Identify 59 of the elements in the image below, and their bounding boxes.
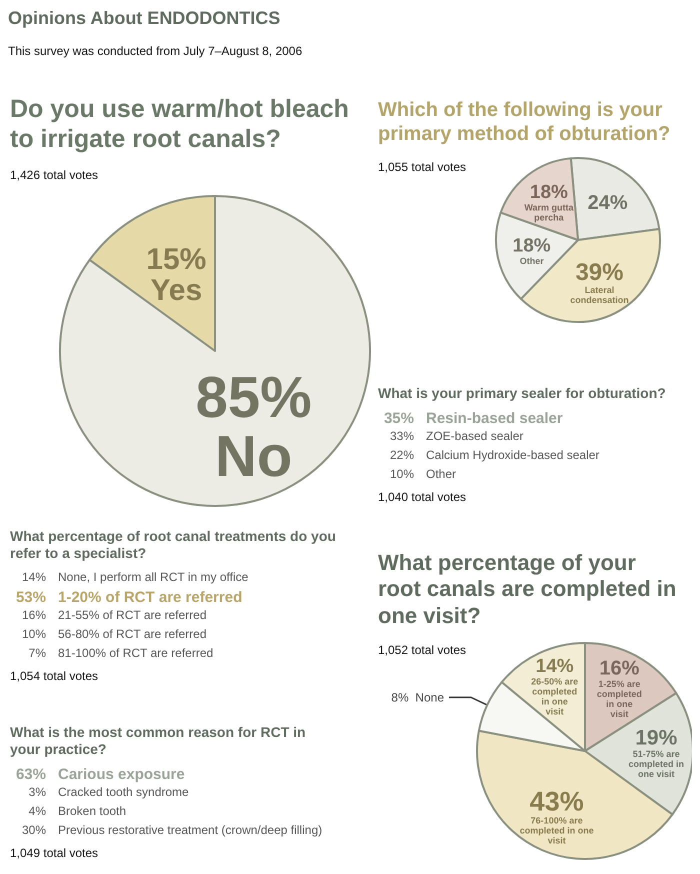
slice-label: Other xyxy=(520,256,544,266)
data-label: 24% xyxy=(588,192,628,214)
chart-title: Do you use warm/hot bleach to irrigate root canals? xyxy=(10,94,350,154)
slice-label: 76-100% are completed in one visit xyxy=(520,816,594,846)
data-label: 16% xyxy=(599,658,640,680)
data-label: 22% xyxy=(388,448,414,462)
slice-label: 1-25% are completed in one visit xyxy=(596,679,642,720)
data-label: 33% xyxy=(388,428,414,443)
chart-title: Which of the following is your primary method of obturation? xyxy=(378,98,672,146)
data-label: 7% xyxy=(28,646,46,660)
data-label: 18% xyxy=(512,235,551,256)
data-label: 14% xyxy=(536,656,574,678)
slice-label: Warm gutta percha xyxy=(524,202,574,222)
data-label: 63% xyxy=(14,766,46,783)
data-label: 30% xyxy=(20,822,46,837)
category-label: Broken tooth xyxy=(58,804,126,818)
text: This survey was conducted from July 7–August 8, 2006 xyxy=(8,44,304,58)
category-label: Cracked tooth syndrome xyxy=(58,784,189,799)
data-label: 35% xyxy=(382,410,414,427)
slice-label: Lateral condensation xyxy=(570,284,629,305)
data-label: 18% xyxy=(530,182,568,203)
text: 1,052 total votes xyxy=(378,643,468,658)
data-label: 43% xyxy=(530,786,584,817)
slice-label: 26-50% are completed in one visit xyxy=(531,676,578,717)
text: What is the most common reason for RCT in your practice? xyxy=(10,724,307,758)
data-label: 8% xyxy=(391,690,409,705)
data-label: 4% xyxy=(28,804,46,818)
category-label: ZOE-based sealer xyxy=(426,428,524,443)
text: 1,055 total votes xyxy=(378,160,468,174)
text: 1,049 total votes xyxy=(10,846,100,860)
category-label: None, I perform all RCT in my office xyxy=(58,570,248,584)
text: What is your primary sealer for obturation? xyxy=(378,385,667,402)
text: What percentage of root canal treatments do you refer to a specialist? xyxy=(10,528,337,562)
category-label: 81-100% of RCT are referred xyxy=(58,646,214,660)
text: Opinions About ENDODONTICS xyxy=(8,8,282,30)
slice-label: Yes xyxy=(150,274,202,308)
data-label: 14% xyxy=(20,570,46,584)
category-label: 21-55% of RCT are referred xyxy=(58,608,207,622)
category-label: 56-80% of RCT are referred xyxy=(58,626,207,641)
data-label: 19% xyxy=(635,726,678,750)
data-label: 10% xyxy=(20,626,46,641)
category-label: 1-20% of RCT are referred xyxy=(58,588,242,606)
data-label: 10% xyxy=(388,466,414,481)
text: 1,040 total votes xyxy=(378,490,468,504)
category-label: Previous restorative treatment (crown/deep filling) xyxy=(58,822,322,837)
data-label: 16% xyxy=(20,608,46,622)
slice-label: 51-75% are completed in one visit xyxy=(628,749,684,780)
category-label: Other xyxy=(426,466,456,481)
text: 1,426 total votes xyxy=(10,168,98,182)
chart-title: What percentage of your root canals are completed in one visit? xyxy=(378,550,678,630)
data-label: 3% xyxy=(28,784,46,799)
data-label: 39% xyxy=(575,258,624,286)
data-label: 15% xyxy=(146,243,206,276)
slice-label: None xyxy=(415,690,444,705)
category-label: Carious exposure xyxy=(58,766,185,783)
text: 1,054 total votes xyxy=(10,668,100,683)
category-label: Resin-based sealer xyxy=(426,410,563,427)
category-label: Calcium Hydroxide-based sealer xyxy=(426,448,600,462)
data-label: 53% xyxy=(14,588,46,606)
